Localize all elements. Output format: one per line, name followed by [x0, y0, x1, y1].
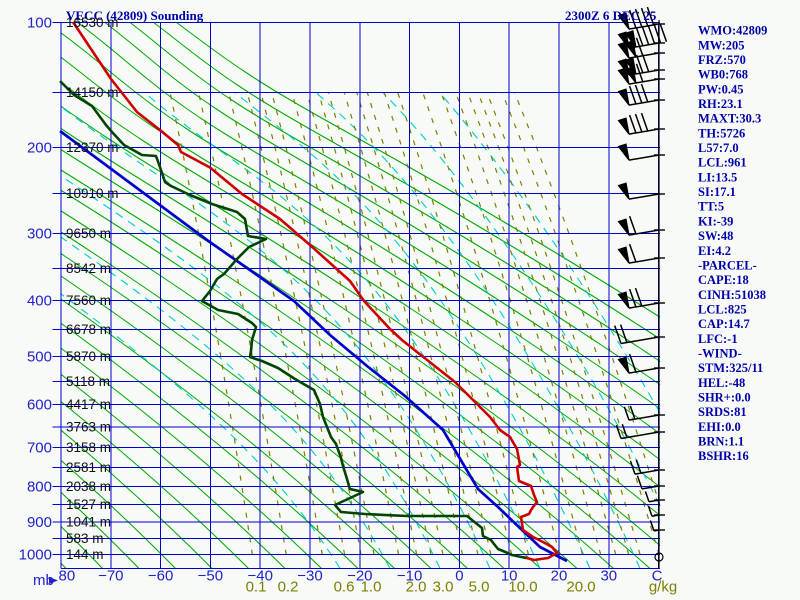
svg-text:10910 m: 10910 m [66, 186, 119, 201]
svg-text:4417 m: 4417 m [66, 397, 111, 412]
svg-text:C: C [652, 568, 663, 585]
svg-text:3763 m: 3763 m [66, 419, 111, 434]
svg-text:SRDS:81: SRDS:81 [698, 405, 747, 419]
svg-text:LCL:825: LCL:825 [698, 302, 747, 316]
svg-text:VECC (42809) Sounding: VECC (42809) Sounding [66, 8, 204, 23]
svg-text:WB0:768: WB0:768 [698, 68, 748, 82]
svg-text:583 m: 583 m [66, 531, 104, 546]
svg-text:1.0: 1.0 [361, 579, 382, 596]
svg-text:-PARCEL-: -PARCEL- [698, 258, 757, 272]
svg-text:8542 m: 8542 m [66, 261, 111, 276]
svg-text:1041 m: 1041 m [66, 514, 111, 529]
svg-text:0.1: 0.1 [246, 579, 267, 596]
svg-text:MW:205: MW:205 [698, 38, 745, 52]
svg-text:6678 m: 6678 m [66, 322, 111, 337]
svg-text:KI:-39: KI:-39 [698, 214, 733, 228]
svg-text:100: 100 [27, 14, 52, 31]
svg-text:1527 m: 1527 m [66, 497, 111, 512]
svg-text:16530 m: 16530 m [66, 15, 119, 30]
svg-text:600: 600 [27, 397, 52, 414]
svg-text:BRN:1.1: BRN:1.1 [698, 434, 744, 448]
svg-text:RH:23.1: RH:23.1 [698, 97, 743, 111]
svg-text:7560 m: 7560 m [66, 293, 111, 308]
svg-text:1000: 1000 [19, 547, 52, 564]
svg-text:400: 400 [27, 292, 52, 309]
svg-text:5.0: 5.0 [469, 579, 490, 596]
svg-text:CAP:14.7: CAP:14.7 [698, 317, 750, 331]
svg-text:5870 m: 5870 m [66, 349, 111, 364]
svg-text:LFC:-1: LFC:-1 [698, 332, 738, 346]
svg-text:0: 0 [455, 568, 463, 585]
svg-text:9650 m: 9650 m [66, 226, 111, 241]
svg-text:500: 500 [27, 348, 52, 365]
svg-text:−70: −70 [98, 568, 123, 585]
svg-text:20.0: 20.0 [566, 579, 595, 596]
svg-text:−10: −10 [397, 568, 422, 585]
svg-text:700: 700 [27, 440, 52, 457]
svg-text:CAPE:18: CAPE:18 [698, 273, 749, 287]
svg-text:2581 m: 2581 m [66, 460, 111, 475]
svg-text:14150 m: 14150 m [66, 85, 119, 100]
svg-text:STM:325/11: STM:325/11 [698, 361, 763, 375]
svg-text:MAXT:30.3: MAXT:30.3 [698, 112, 761, 126]
svg-text:2038 m: 2038 m [66, 479, 111, 494]
svg-text:5118 m: 5118 m [66, 374, 110, 389]
svg-text:L57:7.0: L57:7.0 [698, 141, 739, 155]
svg-text:CINH:51038: CINH:51038 [698, 288, 766, 302]
svg-text:FRZ:570: FRZ:570 [698, 53, 746, 67]
svg-text:−40: −40 [247, 568, 272, 585]
svg-text:mb: mb [33, 572, 54, 589]
svg-text:TH:5726: TH:5726 [698, 126, 745, 140]
svg-text:LCL:961: LCL:961 [698, 156, 747, 170]
svg-text:−20: −20 [347, 568, 372, 585]
svg-text:SI:17.1: SI:17.1 [698, 185, 736, 199]
svg-text:TT:5: TT:5 [698, 200, 724, 214]
svg-text:HEL:-48: HEL:-48 [698, 376, 745, 390]
svg-text:200: 200 [27, 140, 52, 157]
svg-text:20: 20 [551, 568, 568, 585]
svg-text:-WIND-: -WIND- [698, 346, 742, 360]
svg-text:SW:48: SW:48 [698, 229, 733, 243]
svg-text:3158 m: 3158 m [66, 440, 111, 455]
svg-text:EHI:0.0: EHI:0.0 [698, 420, 741, 434]
svg-text:144 m: 144 m [66, 547, 104, 562]
svg-text:900: 900 [27, 514, 52, 531]
svg-text:2.0: 2.0 [406, 579, 427, 596]
svg-text:3.0: 3.0 [433, 579, 454, 596]
svg-text:300: 300 [27, 225, 52, 242]
svg-text:BSHR:16: BSHR:16 [698, 449, 749, 463]
svg-text:WMO:42809: WMO:42809 [698, 24, 767, 38]
svg-text:−30: −30 [297, 568, 322, 585]
svg-text:30: 30 [600, 568, 617, 585]
svg-text:−50: −50 [198, 568, 223, 585]
svg-text:800: 800 [27, 478, 52, 495]
svg-text:2300Z 6 DEC 25: 2300Z 6 DEC 25 [565, 8, 657, 23]
svg-text:EI:4.2: EI:4.2 [698, 244, 731, 258]
svg-text:PW:0.45: PW:0.45 [698, 82, 743, 96]
svg-text:10: 10 [501, 568, 518, 585]
svg-text:0.2: 0.2 [278, 579, 299, 596]
svg-text:0.6: 0.6 [334, 579, 355, 596]
svg-text:80: 80 [59, 568, 76, 585]
svg-text:g/kg: g/kg [649, 579, 677, 596]
svg-text:12370 m: 12370 m [66, 140, 119, 155]
svg-text:10.0: 10.0 [508, 579, 537, 596]
svg-text:SHR+:0.0: SHR+:0.0 [698, 390, 751, 404]
svg-text:LI:13.5: LI:13.5 [698, 170, 737, 184]
svg-text:−60: −60 [148, 568, 173, 585]
